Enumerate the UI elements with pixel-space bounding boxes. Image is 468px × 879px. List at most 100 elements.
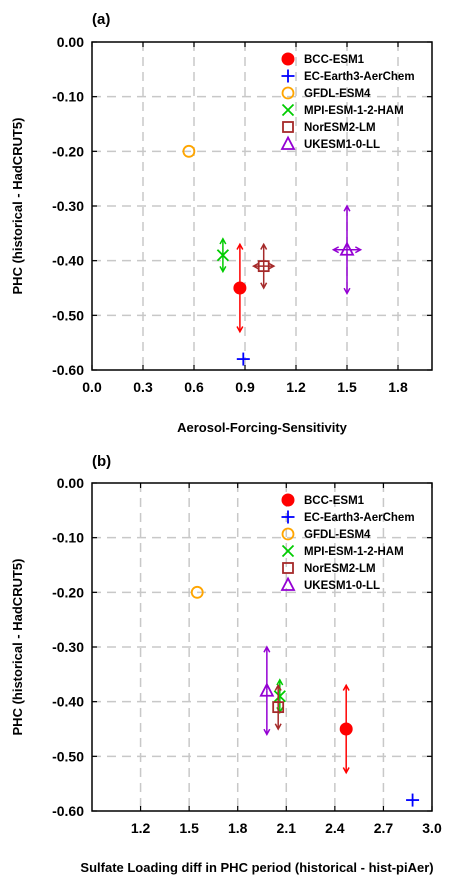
panel-b-label: (b) <box>92 453 111 470</box>
mpi-esm-1-2-ham-error-up <box>219 237 227 256</box>
mpi-esm-1-2-ham-point <box>273 690 286 703</box>
legend-marker <box>281 69 295 83</box>
panel-b-marks <box>190 585 420 807</box>
panel-b-xlabel: Sulfate Loading diff in PHC period (hist… <box>80 860 433 875</box>
y-tick-label: -0.60 <box>52 803 84 819</box>
panel-a: (a) 0.0 0.3 0.6 0.9 1.2 1.5 1.8 0.00 -0.10 -0.20 -… <box>10 11 433 435</box>
x-tick-label: 0.9 <box>235 379 255 395</box>
legend-label: GFDL-ESM4 <box>304 88 371 100</box>
x-tick-label: 2.1 <box>277 820 297 836</box>
y-tick-label: 0.00 <box>57 475 84 491</box>
legend-item: BCC-ESM1 <box>281 52 365 66</box>
x-tick-label: 1.2 <box>131 820 151 836</box>
legend-marker <box>280 576 296 591</box>
panel-a-label: (a) <box>92 11 110 28</box>
noresm2-lm-point <box>272 701 285 714</box>
x-tick-label: 1.8 <box>388 379 408 395</box>
legend-label: BCC-ESM1 <box>304 54 365 66</box>
bcc-esm1-error-up <box>236 242 244 288</box>
legend-marker <box>281 510 295 524</box>
panel-b: (b) 1.2 1.5 1.8 2.1 2.4 2.7 3.0 0.00 -0.10 -0.20 -… <box>10 453 442 875</box>
ec-earth3-aerchem-point <box>236 352 250 366</box>
y-tick-label: -0.40 <box>52 694 84 710</box>
legend-item: MPI-ESM-1-2-HAM <box>281 103 404 117</box>
panel-a-grid <box>92 42 432 370</box>
legend-item: BCC-ESM1 <box>281 493 365 507</box>
panel-b-ylabel: PHC (historical - HadCRUT5) <box>10 559 25 736</box>
legend-item: NorESM2-LM <box>282 121 376 134</box>
mpi-esm-1-2-ham-point <box>216 249 230 262</box>
legend-label: NorESM2-LM <box>304 563 376 575</box>
panel-a-ylabel: PHC (historical - HadCRUT5) <box>10 118 25 295</box>
x-tick-label: 0.3 <box>133 379 153 395</box>
legend-label: UKESM1-0-LL <box>304 580 380 592</box>
noresm2-lm-error-up <box>274 683 282 708</box>
x-tick-label: 1.2 <box>286 379 306 395</box>
gfdl-esm4-point <box>182 144 196 158</box>
y-tick-label: -0.10 <box>52 530 84 546</box>
noresm2-lm-point <box>257 260 270 273</box>
legend-item: MPI-ESM-1-2-HAM <box>281 544 404 558</box>
bcc-esm1-error-down <box>342 729 350 775</box>
y-tick-label: -0.30 <box>52 198 84 214</box>
panel-b-ticks: 1.2 1.5 1.8 2.1 2.4 2.7 3.0 0.00 -0.10 -0.20 -0.30… <box>52 475 442 836</box>
legend-item: NorESM2-LM <box>282 562 376 575</box>
ukesm1-0-ll-point <box>339 241 355 256</box>
bcc-esm1-error-down <box>236 288 244 334</box>
legend-label: MPI-ESM-1-2-HAM <box>304 546 404 558</box>
legend-item: EC-Earth3-AerChem <box>281 510 415 524</box>
noresm2-lm-error-down <box>260 266 268 290</box>
legend-marker <box>281 86 295 100</box>
ukesm1-0-ll-point <box>259 682 275 697</box>
x-tick-label: 1.8 <box>228 820 248 836</box>
y-tick-label: -0.30 <box>52 639 84 655</box>
y-tick-label: -0.50 <box>52 748 84 764</box>
ukesm1-0-ll-error-down <box>343 249 351 296</box>
legend-item: UKESM1-0-LL <box>280 576 380 592</box>
y-tick-label: -0.20 <box>52 143 84 159</box>
legend-item: GFDL-ESM4 <box>281 527 371 541</box>
x-tick-label: 3.0 <box>422 820 442 836</box>
legend-label: EC-Earth3-AerChem <box>304 71 415 83</box>
y-tick-label: 0.00 <box>57 34 84 50</box>
legend-item: GFDL-ESM4 <box>281 86 371 100</box>
x-tick-label: 0.0 <box>82 379 102 395</box>
y-tick-label: -0.10 <box>52 89 84 105</box>
legend-marker <box>281 103 295 117</box>
legend-label: EC-Earth3-AerChem <box>304 512 415 524</box>
x-tick-label: 1.5 <box>179 820 199 836</box>
panel-a-marks <box>182 144 363 366</box>
bcc-esm1-point <box>233 281 247 295</box>
legend-label: BCC-ESM1 <box>304 495 365 507</box>
ukesm1-0-ll-error-left <box>331 246 347 254</box>
legend-item: EC-Earth3-AerChem <box>281 69 415 83</box>
y-tick-label: -0.50 <box>52 307 84 323</box>
x-tick-label: 2.4 <box>325 820 345 836</box>
panel-a-ticks: 0.0 0.3 0.6 0.9 1.2 1.5 1.8 0.00 -0.10 -0.20 -0.30… <box>52 34 432 395</box>
panel-b-legend: BCC-ESM1 EC-Earth3-AerChem GFDL-ESM4 MPI-ES… <box>280 493 415 592</box>
legend-marker <box>281 544 295 558</box>
ec-earth3-aerchem-point <box>406 793 420 807</box>
ukesm1-0-ll-error-right <box>347 246 363 254</box>
x-tick-label: 2.7 <box>374 820 394 836</box>
y-tick-label: -0.40 <box>52 253 84 269</box>
y-tick-label: -0.20 <box>52 584 84 600</box>
noresm2-lm-error-up <box>260 242 268 267</box>
legend-item: UKESM1-0-LL <box>280 135 380 151</box>
x-tick-label: 0.6 <box>184 379 204 395</box>
panel-a-xlabel: Aerosol-Forcing-Sensitivity <box>177 420 348 435</box>
legend-marker <box>281 527 295 541</box>
legend-label: MPI-ESM-1-2-HAM <box>304 105 404 117</box>
mpi-esm-1-2-ham-error-down <box>219 255 227 274</box>
legend-label: GFDL-ESM4 <box>304 529 371 541</box>
legend-marker <box>282 562 294 574</box>
noresm2-lm-error-down <box>274 707 282 731</box>
legend-marker <box>281 493 295 507</box>
x-tick-label: 1.5 <box>337 379 357 395</box>
panel-a-legend: BCC-ESM1 EC-Earth3-AerChem GFDL-ESM4 MPI-ES… <box>280 52 415 151</box>
bcc-esm1-error-up <box>342 683 350 729</box>
y-tick-label: -0.60 <box>52 362 84 378</box>
legend-label: UKESM1-0-LL <box>304 139 380 151</box>
bcc-esm1-point <box>339 722 353 736</box>
